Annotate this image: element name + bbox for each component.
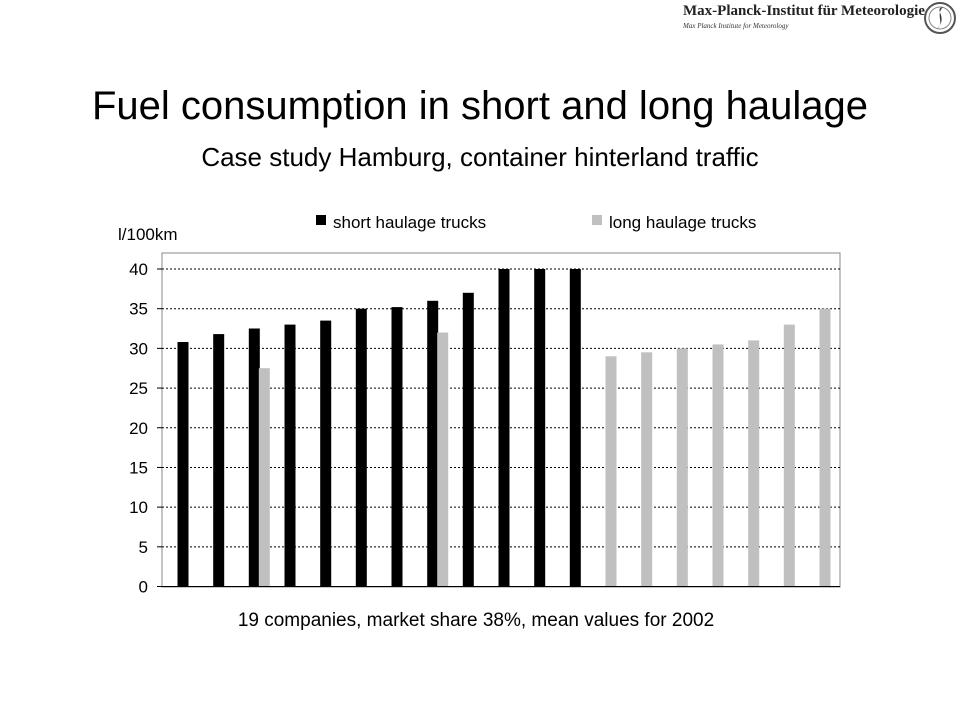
bar-short-haulage [177,342,189,587]
y-tick-label: 5 [139,538,148,557]
legend-swatch-short-haulage [316,215,326,225]
bar-long-haulage [712,344,724,587]
bar-short-haulage [498,269,510,587]
y-tick-label: 15 [129,458,148,477]
bar-long-haulage [605,356,617,587]
slide-subtitle: Case study Hamburg, container hinterland… [201,142,759,172]
bar-long-haulage [783,324,795,587]
bar-short-haulage [320,320,332,587]
y-tick-label: 30 [129,339,148,358]
bar-long-haulage [748,340,760,587]
y-tick-label: 40 [129,260,148,279]
bar-short-haulage [427,300,439,587]
y-tick-label: 25 [129,379,148,398]
bar-short-haulage [534,269,546,587]
bar-long-haulage [819,308,831,587]
bar-short-haulage [213,334,225,587]
y-axis-ticks: 0 5 10 15 20 25 30 35 40 [129,260,162,597]
y-tick-label: 10 [129,498,148,517]
y-axis-label: l/100km [118,225,178,244]
bar-short-haulage [284,324,296,587]
bar-short-haulage [462,292,474,587]
mpi-emblem-icon [924,2,956,34]
bar-long-haulage [676,348,688,587]
logo-title: Max-Planck-Institut für Meteorologie [683,3,925,19]
slide-title: Fuel consumption in short and long haula… [91,84,869,128]
grid-lines [162,268,840,548]
bar-short-haulage [569,269,581,587]
y-tick-label: 20 [129,419,148,438]
y-tick-label: 0 [139,578,148,597]
y-tick-label: 35 [129,300,148,319]
legend-label-long-haulage: long haulage trucks [609,213,756,232]
bar-long-haulage [641,352,653,587]
legend: short haulage trucks long haulage trucks [316,213,756,232]
x-axis-label: 19 companies, market share 38%, mean val… [238,610,714,631]
legend-label-short-haulage: short haulage trucks [333,213,486,232]
logo-subtitle: Max Planck Institute for Meteorology [683,22,789,30]
bar-long-haulage [437,332,449,587]
bar-long-haulage [258,368,270,587]
bars [177,269,831,587]
bar-short-haulage [248,328,260,587]
bar-short-haulage [355,308,367,587]
legend-swatch-long-haulage [592,215,602,225]
bar-short-haulage [391,307,403,587]
